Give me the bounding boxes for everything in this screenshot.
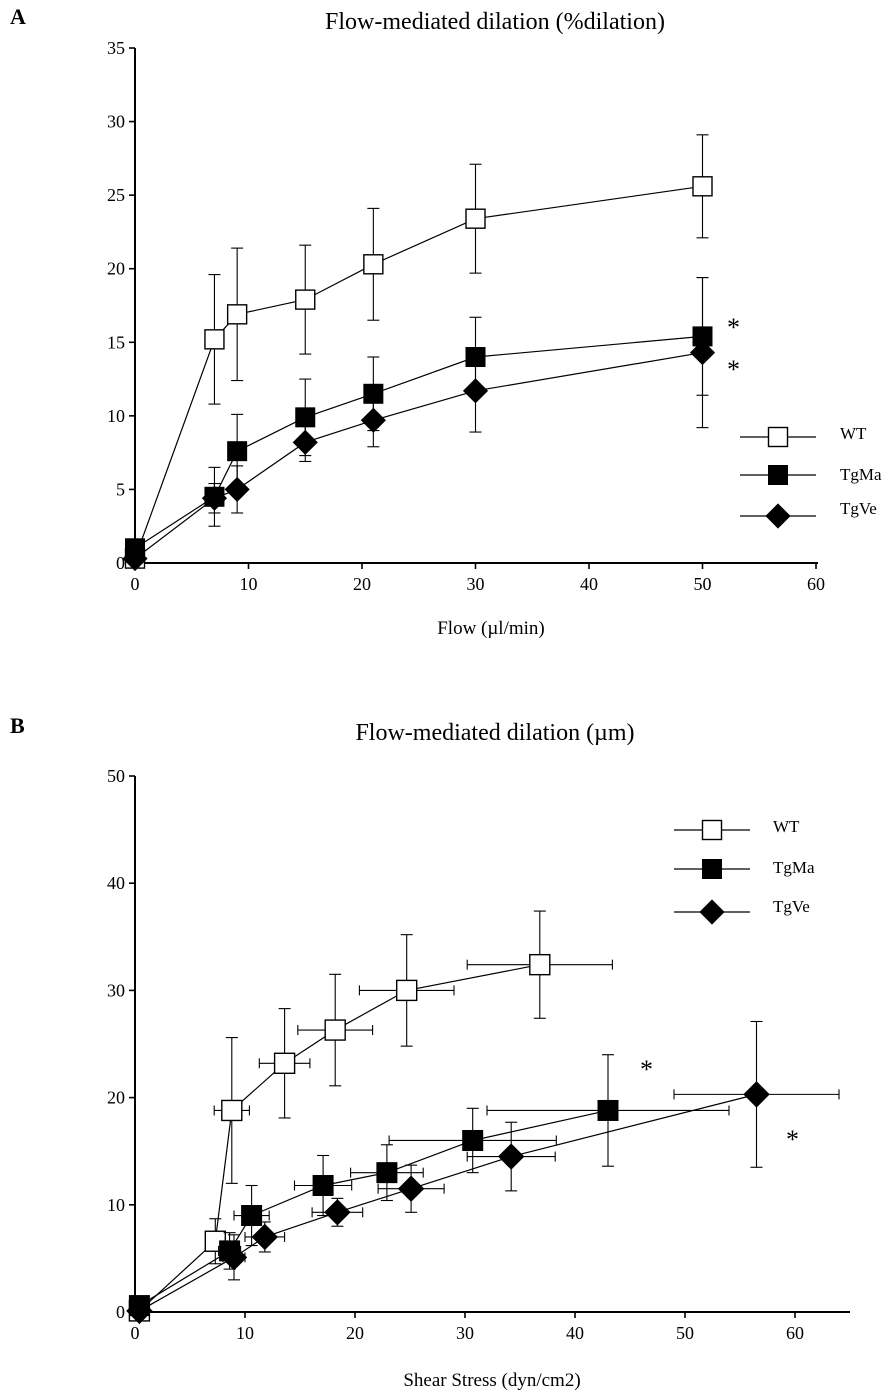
data-point-tgve-0 [126,1297,153,1325]
panel-a-chart: A Flow-mediated dilation (%dilation) 0 5 1… [10,4,882,639]
legend-marker-wt [701,819,723,841]
data-point-wt-5 [396,979,418,1002]
panel-b-series [126,910,840,1325]
data-point-wt-3 [273,1052,296,1074]
legend-label-tgma: TgMa [773,858,815,877]
panel-a-letter: A [10,4,26,29]
legend-label-tgve: TgVe [840,499,877,518]
data-point-tgve-5 [497,1143,525,1170]
panel-b-tgma-significance-star: * [640,1055,653,1084]
y-tick-label-15: 15 [107,332,125,352]
data-point-tgve-4 [397,1175,425,1202]
legend-marker-tgma [702,859,722,879]
data-point-tgve-3 [292,429,318,455]
x-tick-label-0: 0 [131,1323,140,1343]
panel-a-tgma-significance-star: * [727,313,740,342]
data-point-tgma-3 [312,1175,334,1197]
x-tick-label-20: 20 [346,1323,364,1343]
legend-marker-tgma [768,465,788,485]
legend-marker-tgve [699,899,725,925]
series-wt [128,910,613,1322]
panel-a-x-axis-label: Flow (µl/min) [437,618,545,639]
data-point-wt-3 [295,289,316,310]
y-tick-label-30: 30 [107,980,125,1000]
x-tick-label-60: 60 [807,574,825,594]
panel-b-x-axis-label: Shear Stress (dyn/cm2) [403,1370,580,1391]
data-point-wt-1 [204,329,225,350]
data-point-tgve-3 [324,1199,351,1226]
y-tick-label-20: 20 [107,259,125,279]
panel-b-legend: WT TgMa TgVe [674,817,815,925]
data-point-wt-5 [465,208,486,229]
series-tgve [122,276,716,572]
panel-b-title: Flow-mediated dilation (µm) [355,720,634,746]
x-tick-label-0: 0 [131,574,140,594]
series-line-tgve [134,351,703,560]
data-point-tgma-6 [597,1099,619,1121]
y-tick-label-0: 0 [116,553,125,573]
panel-a-legend: WT TgMa TgVe [740,424,882,529]
data-point-tgma-2 [241,1205,263,1227]
y-tick-label-10: 10 [107,406,125,426]
y-tick-label-40: 40 [107,873,125,893]
series-tgve [126,1020,840,1325]
legend-marker-wt [767,426,789,448]
data-point-tgve-1 [201,485,228,511]
data-point-tgve-1 [220,1244,248,1271]
panel-a-ticks: 0 5 10 15 20 25 30 35 0 10 20 30 40 50 60 [107,38,825,594]
data-point-tgma-2 [227,441,248,462]
data-point-tgve-4 [360,407,386,433]
data-point-wt-2 [221,1099,243,1122]
panel-a-title: Flow-mediated dilation (%dilation) [325,9,665,35]
data-point-wt-4 [324,1019,346,1041]
series-line-tgma [134,335,703,549]
panel-b-ticks: 0 10 20 30 40 50 0 10 20 30 40 50 60 [107,766,804,1343]
data-point-tgve-2 [251,1223,279,1251]
panel-b-chart: B Flow-mediated dilation (µm) 0 10 20 30 40 5… [10,713,850,1391]
y-tick-label-20: 20 [107,1088,125,1108]
data-point-tgma-5 [462,1129,484,1151]
data-point-tgve-5 [462,378,489,404]
x-tick-label-10: 10 [240,574,258,594]
series-wt [124,134,713,569]
x-tick-label-10: 10 [236,1323,254,1343]
y-tick-label-5: 5 [116,479,125,499]
series-line-tgma [139,1109,609,1307]
y-tick-label-10: 10 [107,1195,125,1215]
x-tick-label-30: 30 [467,574,485,594]
panel-a-series [122,134,716,572]
legend-label-wt: WT [840,424,867,443]
y-tick-label-25: 25 [107,185,125,205]
legend-marker-tgve [765,503,791,529]
data-point-tgve-6 [689,340,716,366]
x-tick-label-60: 60 [786,1323,804,1343]
x-tick-label-30: 30 [456,1323,474,1343]
x-tick-label-40: 40 [580,574,598,594]
data-point-wt-6 [529,953,551,976]
x-tick-label-50: 50 [676,1323,694,1343]
data-point-wt-6 [692,176,713,197]
x-tick-label-50: 50 [694,574,712,594]
data-point-wt-4 [363,254,384,275]
series-tgma [125,276,713,559]
panel-b-tgve-significance-star: * [786,1125,799,1154]
data-point-tgve-2 [224,476,250,503]
legend-label-tgve: TgVe [773,897,810,916]
x-tick-label-20: 20 [353,574,371,594]
y-tick-label-50: 50 [107,766,125,786]
y-tick-label-30: 30 [107,112,125,132]
y-tick-label-0: 0 [116,1302,125,1322]
x-tick-label-40: 40 [566,1323,584,1343]
data-point-wt-2 [226,304,248,325]
data-point-tgve-0 [122,546,148,572]
data-point-tgve-6 [743,1081,770,1108]
legend-label-wt: WT [773,817,800,836]
y-tick-label-35: 35 [107,38,125,58]
series-tgma [128,1054,730,1317]
legend-label-tgma: TgMa [840,465,882,484]
panel-a-tgve-significance-star: * [727,355,740,384]
panel-b-letter: B [10,713,25,738]
data-point-tgma-4 [376,1162,398,1184]
